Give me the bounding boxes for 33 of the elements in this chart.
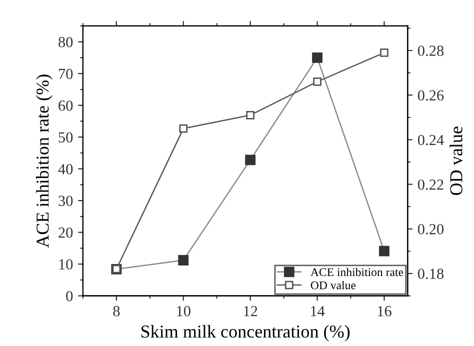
y-tick-label: 10 (59, 259, 73, 270)
y-tick-label: 50 (58, 132, 73, 143)
point (179, 124, 188, 133)
point (313, 78, 322, 86)
y-tick-label: 40 (58, 164, 73, 174)
x-tick-label: 8 (113, 306, 120, 316)
y2-tick-label: 0.20 (418, 224, 444, 234)
legend-label: OD value (310, 280, 356, 290)
y2-axis-title: OD value (450, 126, 462, 195)
x-axis-title: Skim milk concentration (%) (141, 324, 350, 342)
point (380, 48, 388, 57)
x-tick-label: 14 (310, 306, 325, 316)
point (312, 52, 322, 63)
x-tick-label: 12 (244, 306, 258, 316)
point (379, 246, 390, 256)
y2-tick-label: 0.26 (418, 90, 444, 101)
y-tick-label: 30 (58, 196, 73, 206)
legend-label: ACE inhibition rate (310, 268, 404, 276)
y2-tick-label: 0.24 (418, 134, 444, 146)
y-tick-label: 60 (58, 100, 73, 111)
y-tick-label: 80 (58, 36, 73, 48)
y-tick-label: 0 (66, 290, 73, 302)
y-tick-label: 70 (58, 68, 73, 80)
x-tick-label: 16 (378, 306, 392, 316)
y2-tick-label: 0.18 (418, 268, 444, 280)
point (246, 111, 254, 120)
y2-tick-label: 0.28 (418, 46, 444, 56)
y-axis-title: ACE inhibition rate (%) (36, 74, 52, 248)
y-tick-label: 20 (58, 227, 73, 238)
y2-tick-label: 0.22 (418, 179, 444, 190)
point (178, 255, 189, 266)
point (245, 154, 256, 166)
x-tick-label: 10 (177, 306, 190, 316)
